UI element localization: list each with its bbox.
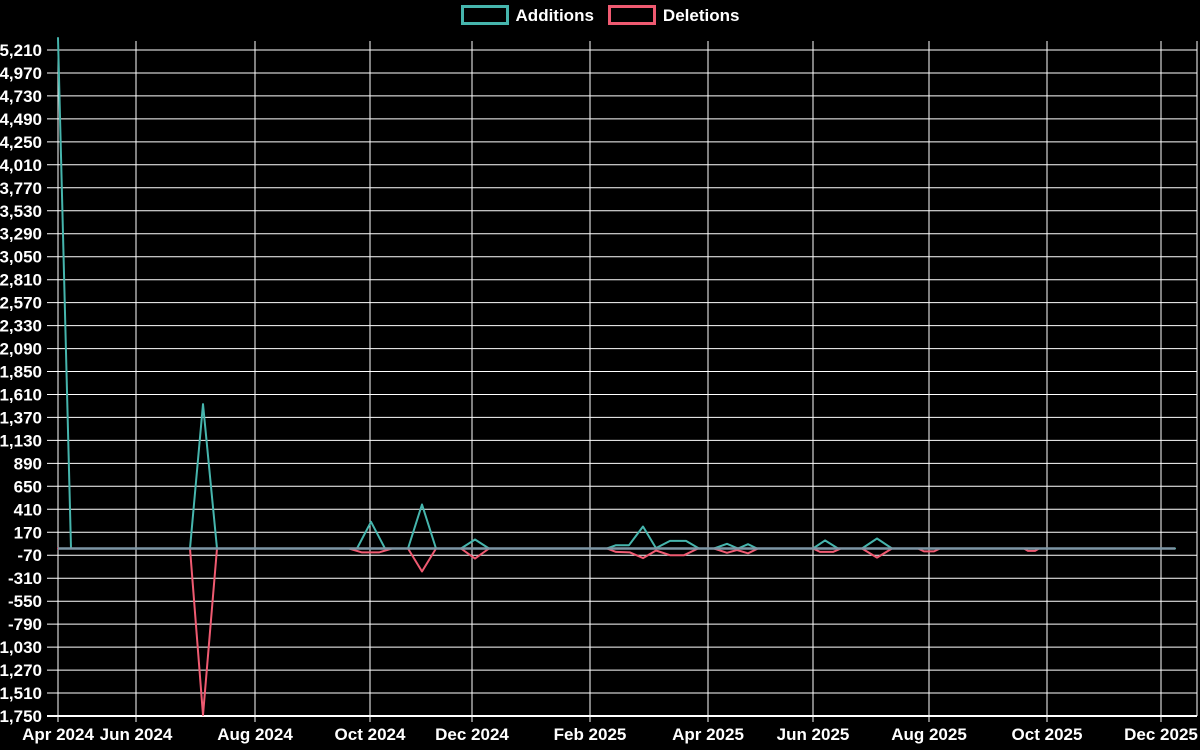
x-tick-label: Dec 2024	[435, 725, 509, 744]
y-tick-label: 1,610	[0, 386, 42, 405]
x-tick-label: Dec 2025	[1124, 725, 1198, 744]
y-tick-label: 2,090	[0, 340, 42, 359]
y-tick-label: 4,970	[0, 64, 42, 83]
y-tick-label: 650	[14, 477, 42, 496]
y-tick-label: 4,730	[0, 87, 42, 106]
y-tick-label: -1,030	[0, 638, 42, 657]
series-line-additions	[57, 37, 1176, 550]
legend-label-deletions: Deletions	[662, 5, 740, 25]
series-line-deletions	[57, 547, 1176, 716]
y-tick-label: 5,210	[0, 41, 42, 60]
x-tick-label: Aug 2025	[891, 725, 967, 744]
y-tick-label: -310	[8, 569, 42, 588]
y-tick-label: 3,050	[0, 248, 42, 267]
y-tick-label: 890	[14, 454, 42, 473]
y-tick-label: -1,270	[0, 661, 42, 680]
y-tick-label: 1,370	[0, 408, 42, 427]
y-tick-label: -70	[17, 546, 42, 565]
x-tick-label: Oct 2024	[335, 725, 406, 744]
additions-swatch-icon	[460, 5, 509, 25]
y-tick-label: -1,510	[0, 684, 42, 703]
y-tick-label: 3,770	[0, 179, 42, 198]
y-tick-label: 2,810	[0, 271, 42, 290]
x-tick-label: Feb 2025	[554, 725, 627, 744]
x-tick-label: Aug 2024	[217, 725, 293, 744]
y-tick-label: 3,290	[0, 225, 42, 244]
deletions-swatch-icon	[607, 5, 656, 25]
x-tick-label: Jun 2025	[777, 725, 850, 744]
y-tick-label: 1,850	[0, 363, 42, 382]
y-tick-label: 2,330	[0, 317, 42, 336]
y-tick-label: 3,530	[0, 202, 42, 221]
legend-label-additions: Additions	[515, 5, 594, 25]
y-tick-label: -790	[8, 615, 42, 634]
legend-item-deletions: Deletions	[607, 5, 740, 25]
x-tick-label: Apr 2025	[672, 725, 744, 744]
y-tick-label: 410	[14, 500, 42, 519]
y-tick-label: -550	[8, 592, 42, 611]
y-tick-label: 170	[14, 523, 42, 542]
y-tick-label: 2,570	[0, 294, 42, 313]
x-tick-label: Apr 2024	[22, 725, 94, 744]
y-tick-label: 1,130	[0, 431, 42, 450]
y-tick-label: 4,490	[0, 110, 42, 129]
chart-legend: Additions Deletions	[0, 5, 1200, 25]
y-tick-label: -1,750	[0, 707, 42, 726]
y-tick-label: 4,250	[0, 133, 42, 152]
legend-item-additions: Additions	[460, 5, 594, 25]
y-tick-label: 4,010	[0, 156, 42, 175]
x-tick-label: Jun 2024	[100, 725, 173, 744]
x-tick-label: Oct 2025	[1012, 725, 1083, 744]
